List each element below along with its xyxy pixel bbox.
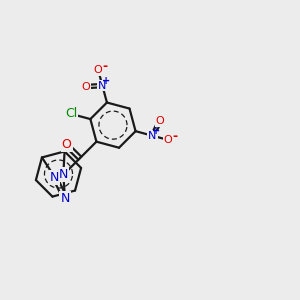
Text: O: O [82,82,90,92]
Text: -: - [172,130,177,143]
Text: N: N [58,168,68,181]
Text: O: O [94,65,103,75]
Text: N: N [148,131,157,141]
Text: +: + [152,126,160,136]
Text: O: O [62,139,72,152]
Text: O: O [164,135,172,145]
Text: N: N [60,192,70,205]
Text: -: - [102,60,107,73]
Text: Cl: Cl [65,107,77,120]
Text: N: N [98,81,106,91]
Text: O: O [155,116,164,126]
Text: N: N [50,171,59,184]
Text: +: + [102,76,110,86]
